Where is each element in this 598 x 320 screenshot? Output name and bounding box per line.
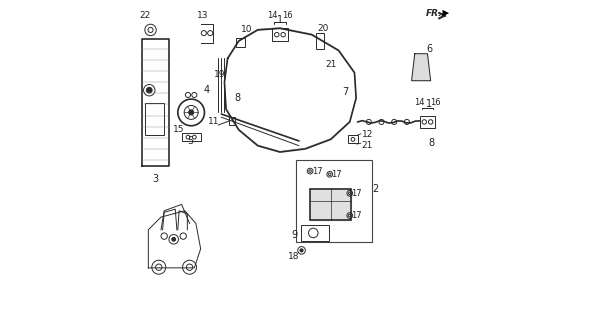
- Bar: [310, 188, 352, 220]
- Text: 10: 10: [241, 25, 252, 35]
- Text: 19: 19: [214, 70, 225, 79]
- Circle shape: [300, 249, 303, 252]
- Text: 16: 16: [430, 98, 441, 107]
- Text: 3: 3: [152, 174, 158, 184]
- Text: 13: 13: [197, 11, 208, 20]
- Text: 22: 22: [139, 11, 151, 20]
- Text: 11: 11: [208, 117, 219, 126]
- Text: 1: 1: [277, 15, 283, 25]
- Text: 16: 16: [283, 11, 293, 20]
- Text: 7: 7: [342, 87, 348, 97]
- Bar: [301, 225, 329, 241]
- Text: FR.: FR.: [426, 9, 443, 18]
- Text: 21: 21: [362, 140, 373, 149]
- Text: 8: 8: [234, 93, 240, 103]
- Bar: [182, 133, 201, 141]
- Polygon shape: [310, 188, 352, 220]
- Bar: [272, 28, 288, 41]
- Text: 2: 2: [372, 184, 379, 194]
- Text: 14: 14: [267, 11, 277, 20]
- Text: 8: 8: [428, 138, 434, 148]
- Text: 9: 9: [291, 229, 297, 240]
- Text: 17: 17: [331, 170, 342, 179]
- Text: 17: 17: [352, 189, 362, 198]
- Bar: [296, 160, 372, 243]
- Text: 17: 17: [312, 167, 322, 176]
- Text: 1: 1: [426, 100, 432, 109]
- Text: 5: 5: [187, 136, 194, 146]
- Text: 15: 15: [173, 125, 184, 134]
- Text: 12: 12: [362, 130, 373, 139]
- Circle shape: [147, 87, 152, 93]
- Text: 6: 6: [426, 44, 432, 54]
- Polygon shape: [411, 54, 431, 81]
- Bar: [316, 33, 324, 49]
- Text: 21: 21: [325, 60, 337, 69]
- Text: 18: 18: [288, 252, 300, 261]
- Bar: [348, 135, 358, 143]
- Text: 20: 20: [317, 24, 328, 33]
- Text: 17: 17: [352, 211, 362, 220]
- Bar: [420, 116, 435, 128]
- Bar: [145, 103, 164, 135]
- Text: 14: 14: [414, 98, 425, 107]
- Circle shape: [188, 110, 194, 115]
- Bar: [229, 117, 235, 125]
- Bar: [236, 38, 245, 47]
- Circle shape: [172, 237, 176, 241]
- Text: 4: 4: [204, 85, 210, 95]
